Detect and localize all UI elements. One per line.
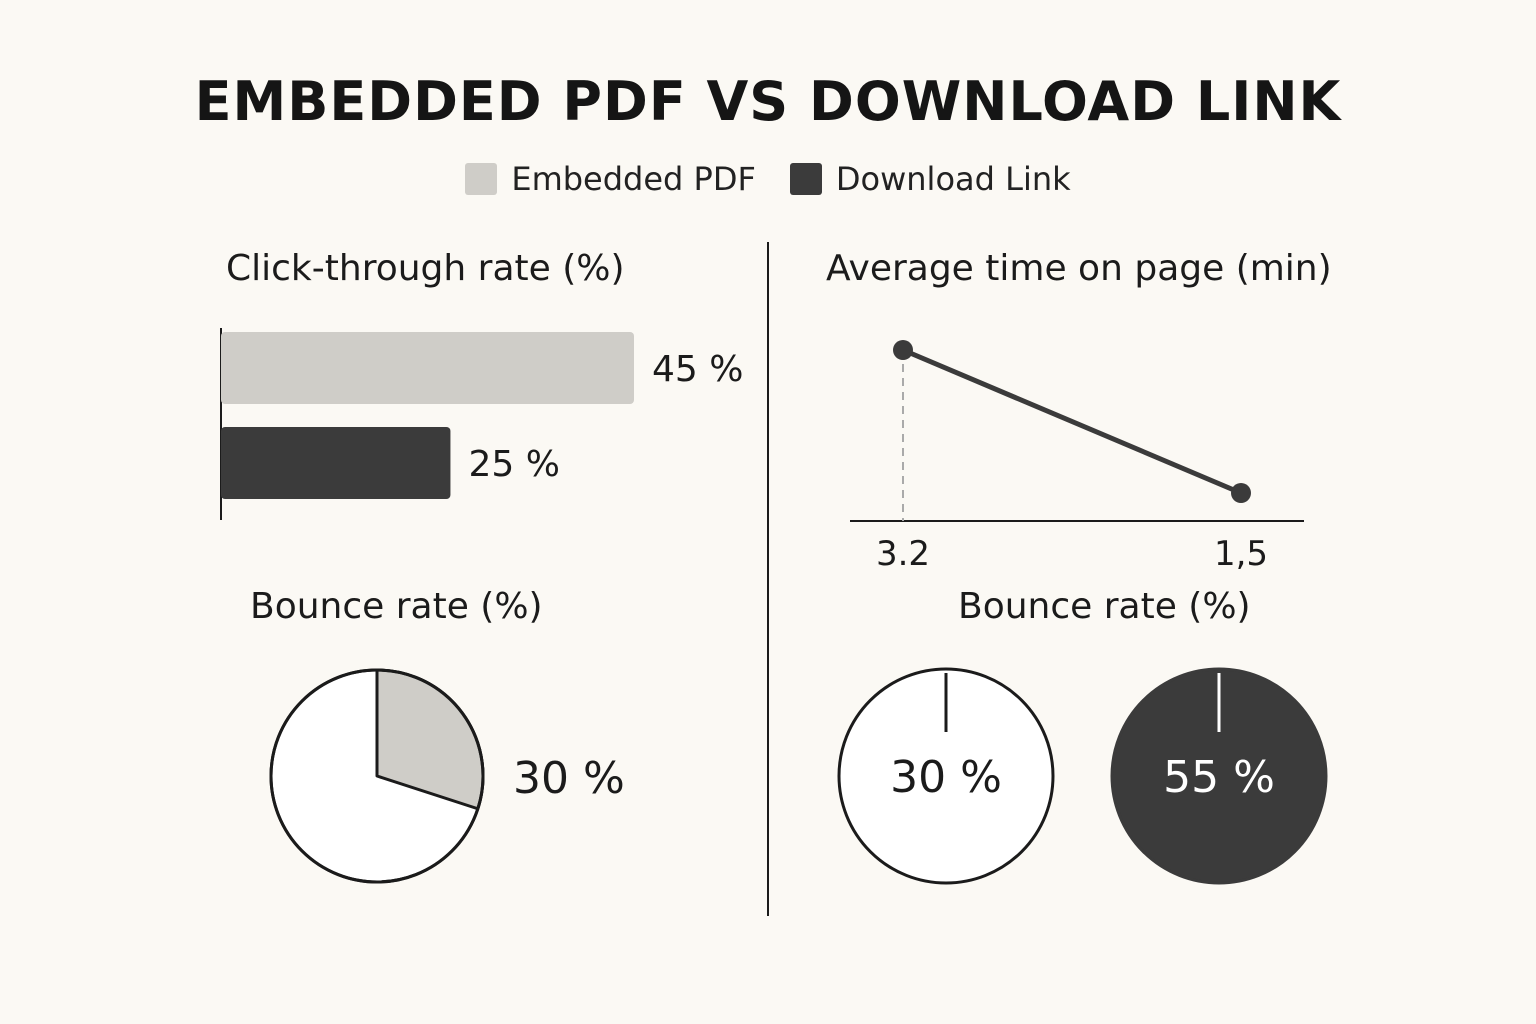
ctr-bar-embedded — [221, 332, 634, 404]
ctr-bar-chart: 45 % 25 % — [220, 328, 743, 520]
legend-item-download: Download Link — [789, 160, 1071, 198]
bounce-left-pie-outline — [269, 668, 485, 884]
ctr-bar-download — [221, 427, 451, 499]
ctr-chart-title: Click-through rate (%) — [226, 248, 625, 289]
legend-label-download: Download Link — [835, 160, 1071, 198]
legend-swatch-embedded — [465, 163, 498, 195]
time-tick-label-embedded: 3.2 — [876, 534, 930, 574]
page-title: EMBEDDED PDF VS DOWNLOAD LINK — [194, 70, 1342, 133]
legend-swatch-download — [789, 163, 822, 195]
center-divider — [767, 242, 769, 916]
time-chart-title: Average time on page (min) — [826, 248, 1332, 289]
time-tick-label-download: 1,5 — [1214, 534, 1268, 574]
time-point-embedded — [893, 340, 913, 360]
bounce-right-title: Bounce rate (%) — [958, 586, 1251, 627]
bounce-left-title: Bounce rate (%) — [250, 586, 543, 627]
bounce-left-pie-chart: 30 % — [269, 668, 625, 884]
bounce-left-value-label: 30 % — [513, 753, 625, 804]
bounce-right-circle-embedded — [837, 667, 1055, 885]
bounce-right-value-label-embedded: 30 % — [890, 752, 1002, 803]
legend-item-embedded: Embedded PDF — [465, 160, 756, 198]
ctr-value-label-embedded: 45 % — [652, 349, 743, 390]
ctr-value-label-download: 25 % — [468, 444, 559, 485]
bounce-right-value-label-download: 55 % — [1163, 752, 1275, 803]
legend-label-embedded: Embedded PDF — [511, 160, 756, 198]
bounce-right-pie-chart: 30 % 55 % — [837, 667, 1328, 885]
time-series-line — [902, 347, 1242, 496]
bounce-right-circle-download — [1110, 667, 1328, 885]
time-point-download — [1231, 483, 1251, 503]
legend: Embedded PDF Download Link — [0, 160, 1536, 198]
time-line-chart: 3.2 1,5 — [850, 340, 1304, 574]
